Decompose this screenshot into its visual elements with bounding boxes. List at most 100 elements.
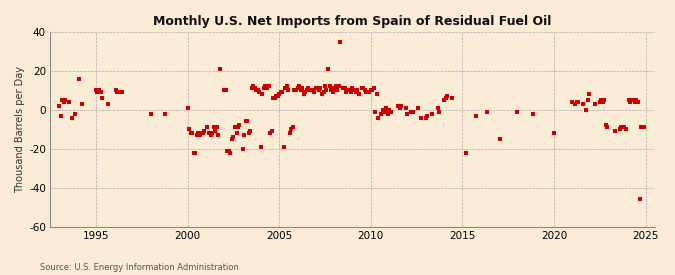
Point <box>234 123 245 128</box>
Point <box>601 123 612 128</box>
Point <box>187 131 198 135</box>
Point <box>614 127 625 131</box>
Point <box>335 40 346 44</box>
Point <box>597 100 608 104</box>
Point <box>250 86 261 90</box>
Point <box>347 86 358 90</box>
Point <box>295 88 306 92</box>
Point <box>602 125 613 130</box>
Point <box>359 88 370 92</box>
Point <box>248 84 259 89</box>
Point <box>277 90 288 95</box>
Point <box>364 90 375 95</box>
Point <box>373 116 384 120</box>
Point <box>259 86 269 90</box>
Point <box>286 127 297 131</box>
Point <box>362 90 373 95</box>
Point <box>251 88 262 92</box>
Point <box>298 92 309 97</box>
Point <box>408 109 419 114</box>
Point <box>315 86 326 90</box>
Point <box>182 106 193 110</box>
Point <box>350 90 361 95</box>
Point <box>289 88 300 92</box>
Point <box>582 98 593 102</box>
Point <box>446 96 457 100</box>
Point <box>427 111 437 116</box>
Point <box>69 111 80 116</box>
Point <box>97 96 107 100</box>
Point <box>332 88 343 92</box>
Point <box>197 131 208 135</box>
Point <box>470 114 481 118</box>
Point <box>252 88 263 92</box>
Point <box>361 90 372 95</box>
Point <box>213 133 223 137</box>
Point <box>422 114 433 118</box>
Y-axis label: Thousand Barrels per Day: Thousand Barrels per Day <box>15 66 25 193</box>
Point <box>346 90 356 95</box>
Point <box>306 88 317 92</box>
Point <box>92 90 103 95</box>
Point <box>370 109 381 114</box>
Point <box>74 76 84 81</box>
Point <box>405 109 416 114</box>
Point <box>396 104 407 108</box>
Point <box>146 111 157 116</box>
Point <box>329 86 340 90</box>
Point <box>626 98 637 102</box>
Point <box>330 84 341 89</box>
Point <box>223 148 234 153</box>
Point <box>112 90 123 95</box>
Point <box>210 129 221 133</box>
Point <box>338 86 349 90</box>
Point <box>421 116 431 120</box>
Point <box>103 102 113 106</box>
Point <box>365 88 376 92</box>
Point <box>190 150 200 155</box>
Point <box>385 109 396 114</box>
Point <box>636 125 647 130</box>
Point <box>191 133 202 137</box>
Point <box>260 84 271 89</box>
Point <box>283 88 294 92</box>
Point <box>578 102 589 106</box>
Point <box>240 119 251 124</box>
Point <box>159 111 170 116</box>
Point <box>381 106 392 110</box>
Point <box>440 96 451 100</box>
Point <box>433 106 443 110</box>
Point <box>294 84 304 89</box>
Point <box>595 100 605 104</box>
Point <box>231 131 242 135</box>
Point <box>300 90 310 95</box>
Point <box>307 88 318 92</box>
Point <box>237 147 248 151</box>
Point <box>265 131 275 135</box>
Point <box>314 88 325 92</box>
Point <box>323 67 333 71</box>
Point <box>367 88 377 92</box>
Point <box>639 125 649 130</box>
Point <box>115 90 126 95</box>
Point <box>111 88 122 92</box>
Point <box>512 109 522 114</box>
Point <box>184 127 194 131</box>
Point <box>573 100 584 104</box>
Point <box>288 125 298 130</box>
Point <box>580 108 591 112</box>
Point <box>214 67 225 71</box>
Point <box>590 102 601 106</box>
Point <box>239 133 250 137</box>
Point <box>348 88 359 92</box>
Point <box>272 94 283 98</box>
Point <box>572 100 583 104</box>
Point <box>376 111 387 116</box>
Point <box>619 125 630 130</box>
Point <box>310 86 321 90</box>
Point <box>199 129 210 133</box>
Point <box>620 127 631 131</box>
Point <box>353 92 364 97</box>
Point <box>280 86 291 90</box>
Point <box>63 100 74 104</box>
